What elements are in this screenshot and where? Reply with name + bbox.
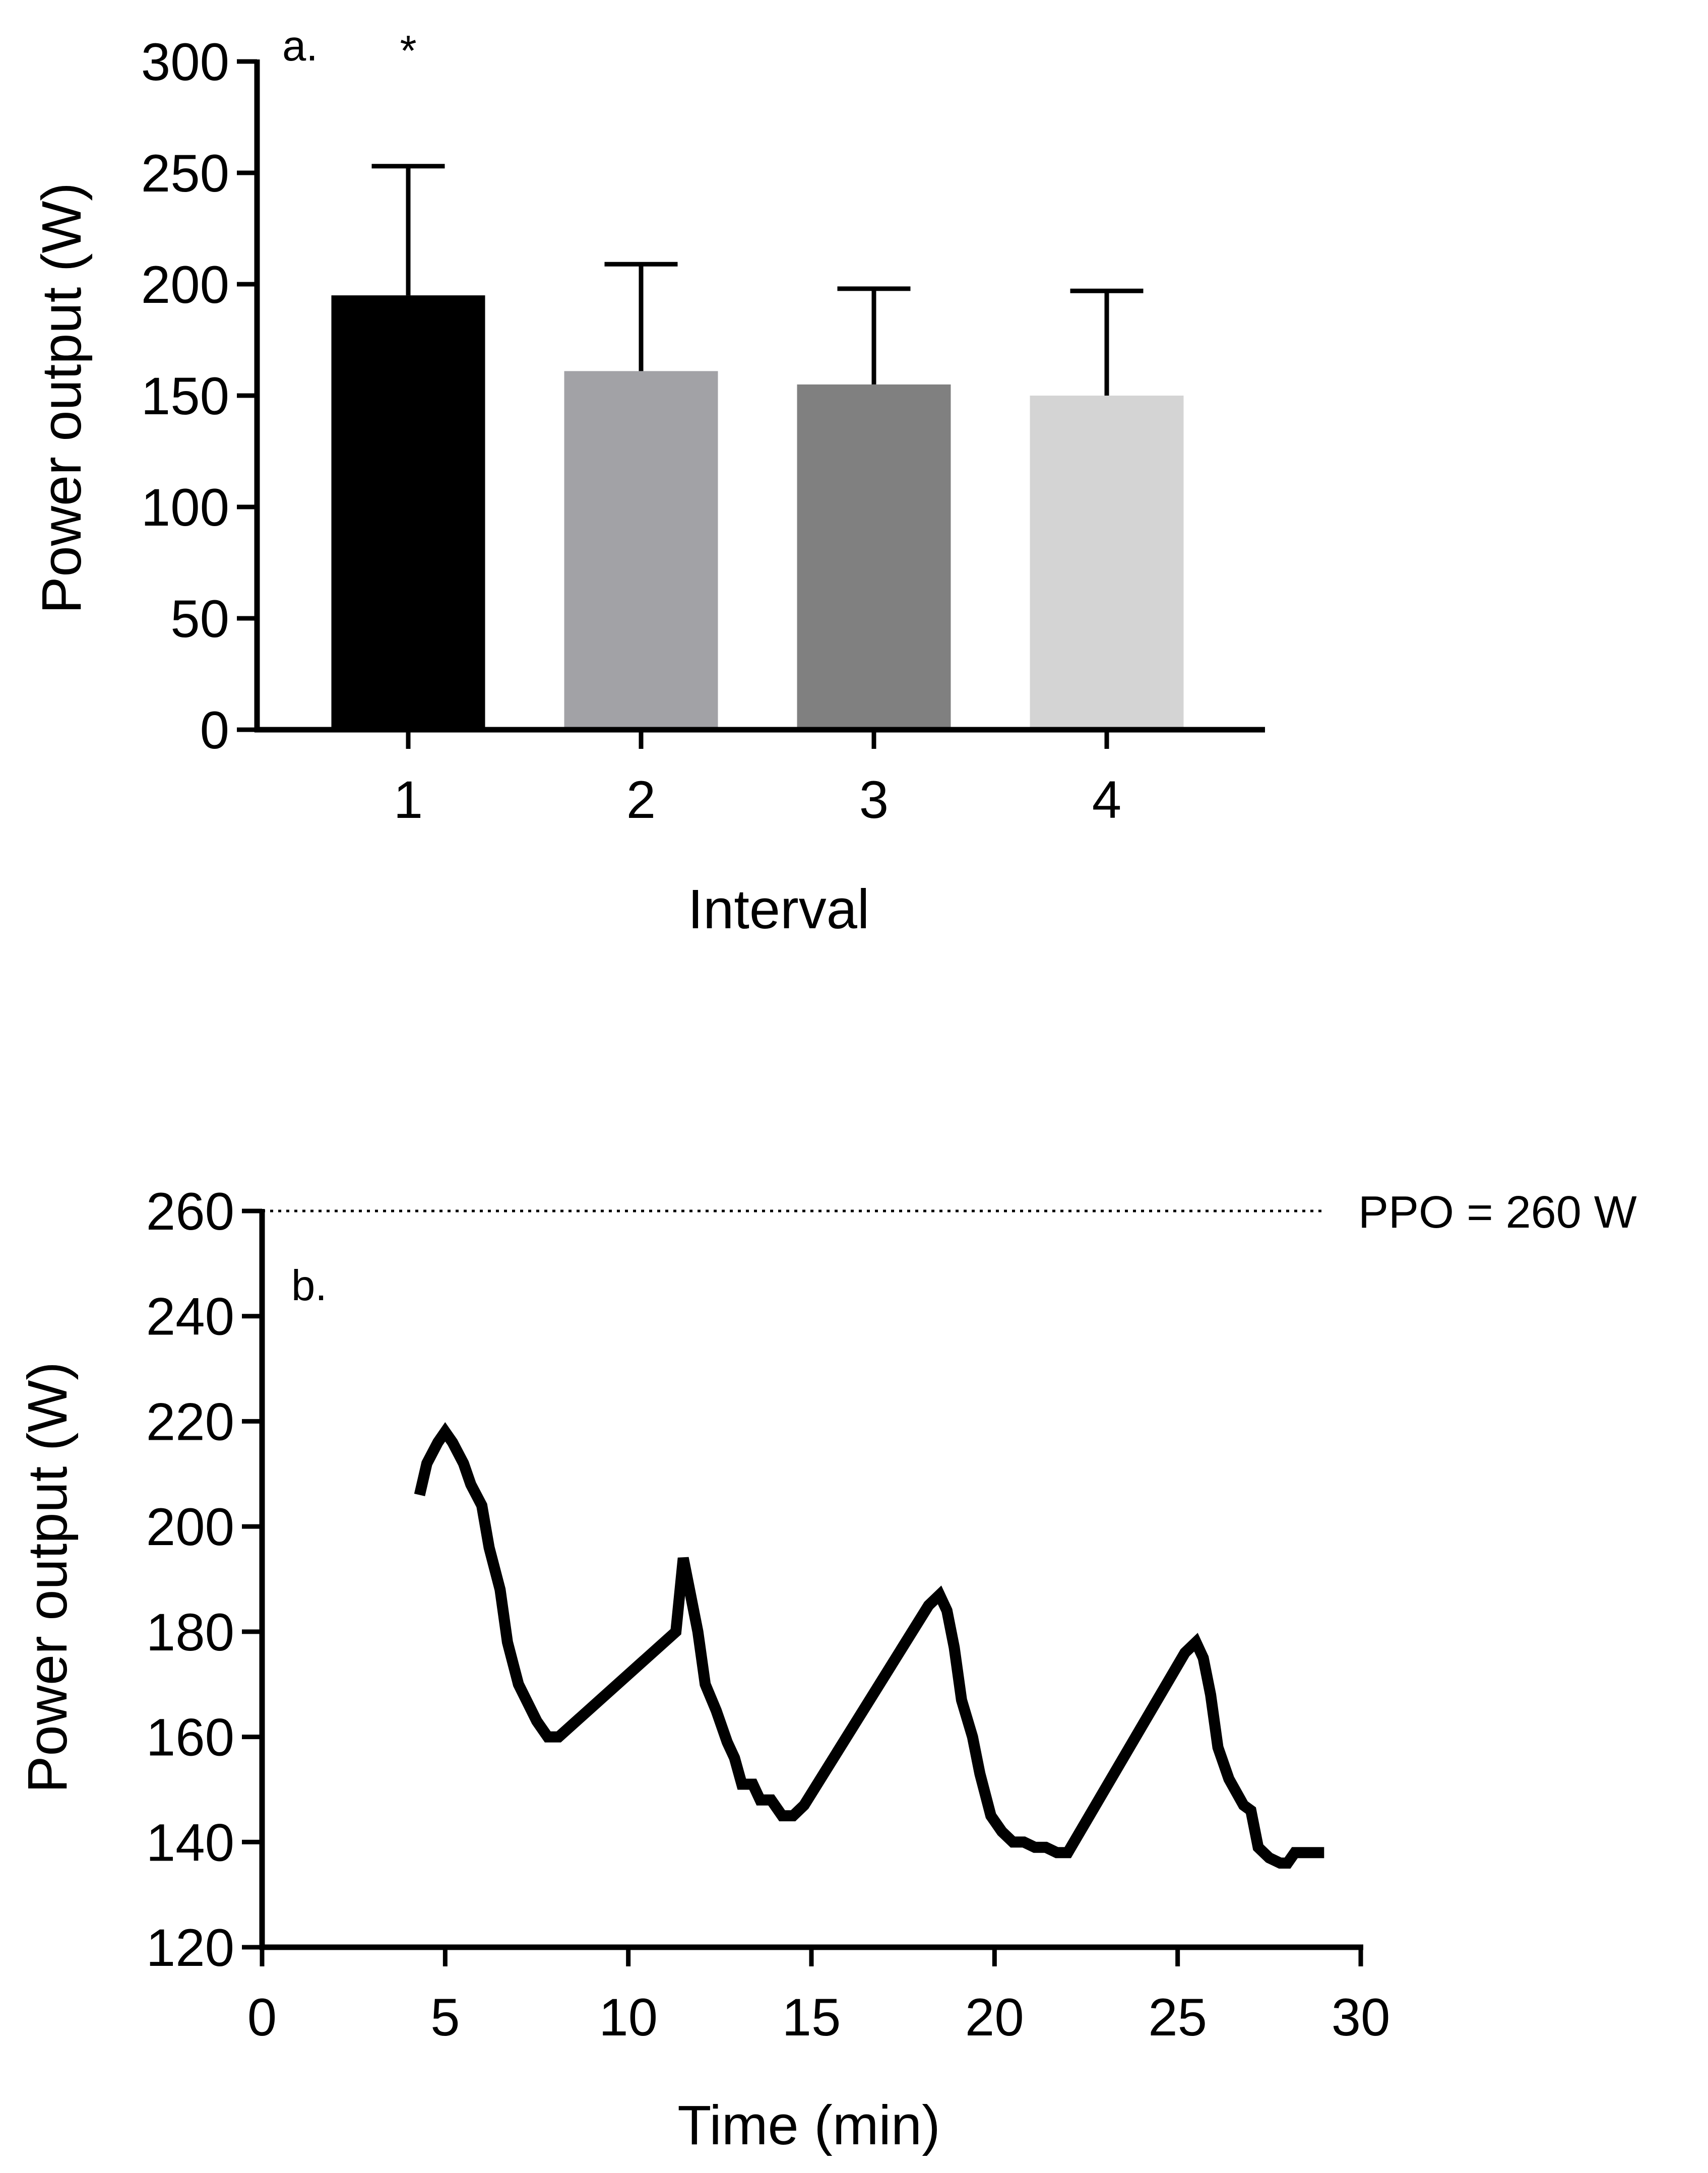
x-tick-label: 3: [859, 771, 889, 829]
y-tick-label: 140: [146, 1813, 234, 1872]
bar-interval-2: [564, 371, 718, 730]
x-tick-label: 15: [782, 1988, 841, 2047]
bar-interval-1: [331, 295, 485, 730]
y-tick-label: 160: [146, 1708, 234, 1767]
x-tick-label: 4: [1092, 771, 1121, 829]
y-tick-label: 150: [141, 367, 229, 426]
y-tick-label: 180: [146, 1603, 234, 1662]
x-axis-title: Time (min): [677, 2094, 940, 2156]
y-tick-label: 120: [146, 1919, 234, 1977]
y-tick-label: 200: [146, 1498, 234, 1557]
x-tick-label: 20: [965, 1988, 1024, 2047]
panel-label: a.: [282, 22, 318, 70]
y-axis-title: Power output (W): [31, 182, 93, 614]
y-tick-label: 200: [141, 255, 229, 314]
y-tick-label: 50: [170, 590, 229, 649]
y-tick-label: 220: [146, 1392, 234, 1451]
y-tick-label: 240: [146, 1288, 234, 1347]
y-axis-title: Power output (W): [17, 1362, 79, 1793]
y-tick-label: 0: [200, 701, 229, 760]
series-line-power-output: [414, 1422, 1324, 1869]
x-tick-label: 25: [1148, 1988, 1207, 2047]
x-tick-label: 30: [1332, 1988, 1390, 2047]
x-tick-label: 2: [626, 771, 656, 829]
significance-marker: *: [400, 27, 416, 75]
y-tick-label: 260: [146, 1182, 234, 1241]
ppo-reference-label: PPO = 260 W: [1358, 1187, 1637, 1238]
panel-label: b.: [291, 1262, 327, 1310]
x-axis-title: Interval: [688, 878, 870, 940]
y-tick-label: 250: [141, 144, 229, 203]
line-chart-panel: PPO = 260 W 120 140 160 180 200 220 240 260 0 5 10…: [17, 1182, 1637, 2156]
y-tick-label: 100: [141, 478, 229, 537]
x-tick-label: 1: [394, 771, 423, 829]
bar-interval-3: [797, 384, 951, 730]
bar-chart-panel: 1 * 2 3 4 0 50 100 150 200 250 300 Interval Power out…: [31, 22, 1265, 940]
bar-interval-4: [1030, 396, 1184, 730]
y-tick-label: 300: [141, 33, 229, 92]
x-tick-label: 5: [430, 1988, 460, 2047]
x-tick-label: 10: [599, 1988, 658, 2047]
x-tick-label: 0: [247, 1988, 277, 2047]
